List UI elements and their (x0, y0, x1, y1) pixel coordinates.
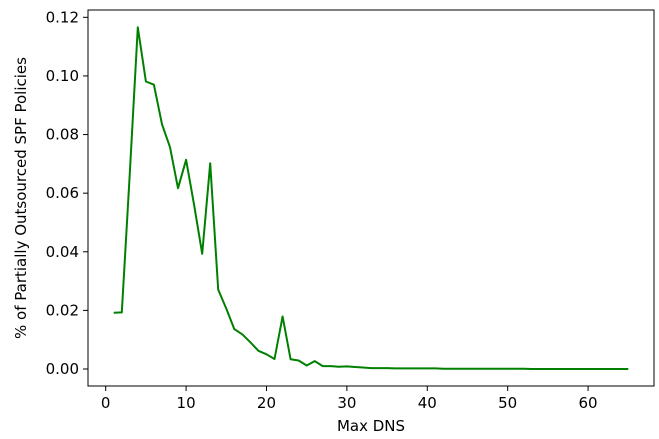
x-tick-label: 40 (418, 394, 437, 412)
x-axis-ticks: 0 10 20 30 40 50 60 (101, 386, 598, 412)
y-axis-ticks: 0.00 0.02 0.04 0.06 0.08 0.10 0.12 (46, 8, 88, 378)
x-axis-label: Max DNS (337, 417, 405, 435)
y-tick-label: 0.08 (46, 126, 79, 144)
series-layer (113, 26, 629, 370)
y-tick-label: 0.10 (46, 67, 79, 85)
series-line (113, 26, 629, 370)
x-tick-label: 10 (177, 394, 196, 412)
x-tick-label: 50 (498, 394, 517, 412)
x-tick-label: 60 (579, 394, 598, 412)
plot-frame (87, 9, 655, 387)
y-tick-label: 0.12 (46, 8, 79, 26)
y-tick-label: 0.04 (46, 243, 79, 261)
x-tick-label: 30 (337, 394, 356, 412)
y-tick-label: 0.06 (46, 184, 79, 202)
y-tick-label: 0.02 (46, 301, 79, 319)
y-tick-label: 0.00 (46, 360, 79, 378)
y-axis-label: % of Partially Outsourced SPF Policies (12, 57, 30, 339)
x-tick-label: 20 (257, 394, 276, 412)
x-tick-label: 0 (101, 394, 111, 412)
